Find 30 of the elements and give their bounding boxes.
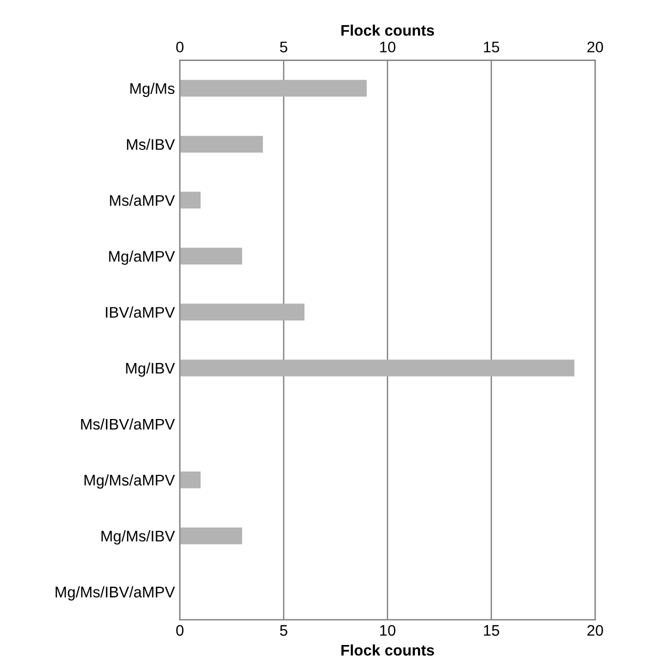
bar xyxy=(180,192,201,209)
x2-tick-label: 15 xyxy=(484,42,500,52)
x-tick-label: 0 xyxy=(176,625,184,636)
x2-axis-title: Flock counts xyxy=(341,24,434,36)
bar xyxy=(180,80,367,97)
x2-tick-label: 20 xyxy=(587,42,604,52)
bar xyxy=(180,471,201,488)
x-tick-label: 15 xyxy=(484,625,500,636)
bar xyxy=(180,136,263,153)
x2-tick-label: 10 xyxy=(380,42,396,52)
bar xyxy=(180,304,304,320)
x-tick-label: 10 xyxy=(380,625,396,636)
bar xyxy=(180,248,242,264)
y-tick-label: Ms/IBV xyxy=(127,138,175,150)
y-tick-label: Mg/Ms/IBV/aMPV xyxy=(56,586,175,600)
y-tick-label: Ms/IBV/aMPV xyxy=(81,418,175,430)
x2-tick-label: 0 xyxy=(176,42,184,52)
y-tick-label: Mg/Ms xyxy=(130,82,174,97)
y-tick-label: Mg/Ms/aMPV xyxy=(84,474,175,489)
bar xyxy=(180,527,242,544)
x-tick-label: 20 xyxy=(587,625,604,636)
x-tick-label: 5 xyxy=(280,625,288,636)
x-axis-title: Flock counts xyxy=(341,644,434,656)
bar xyxy=(180,360,574,376)
y-tick-label: Ms/aMPV xyxy=(110,194,175,206)
y-tick-label: Mg/Ms/IBV xyxy=(102,530,175,545)
y-tick-label: Mg/aMPV xyxy=(109,250,175,265)
y-tick-label: IBV/aMPV xyxy=(106,306,175,318)
y-tick-label: Mg/IBV xyxy=(126,362,175,377)
x2-tick-label: 5 xyxy=(280,42,288,52)
